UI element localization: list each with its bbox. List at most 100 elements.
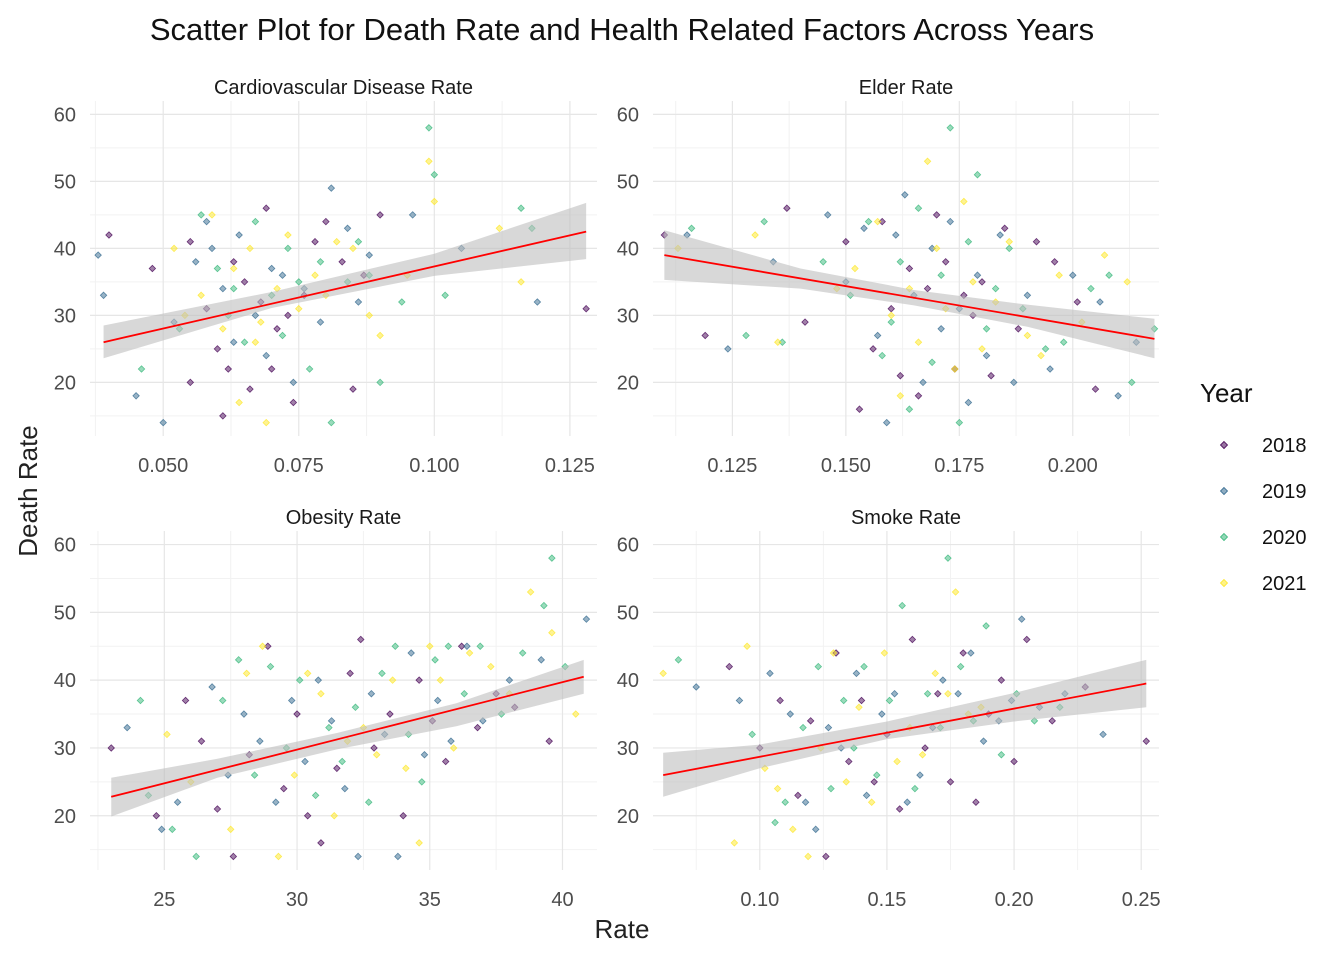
point-2018 xyxy=(822,852,830,861)
point-2021 xyxy=(804,852,812,861)
point-2018 xyxy=(356,635,365,644)
point-2018 xyxy=(934,689,942,698)
point-2020 xyxy=(284,244,292,253)
point-2018 xyxy=(1142,737,1151,745)
point-2021 xyxy=(487,662,495,671)
point-2019 xyxy=(973,271,982,279)
point-2019 xyxy=(824,723,833,732)
point-2020 xyxy=(192,852,200,861)
point-2018 xyxy=(262,204,270,212)
point-2021 xyxy=(1100,251,1109,259)
point-2019 xyxy=(860,224,868,233)
point-2020 xyxy=(742,331,750,340)
panel-3: 20 30 40 50 60 25 30 35 40 Obesity Rate xyxy=(54,507,597,911)
point-2019 xyxy=(537,656,546,664)
confidence-band xyxy=(103,202,587,359)
point-2019 xyxy=(394,852,402,861)
point-2020 xyxy=(197,211,205,219)
point-2018 xyxy=(921,744,929,752)
point-2020 xyxy=(674,656,683,664)
panel-2: 20 30 40 50 60 0.125 0.150 0.175 0.200 Elder Rate xyxy=(617,77,1159,477)
point-2021 xyxy=(208,211,216,219)
point-2020 xyxy=(425,124,433,132)
point-2020 xyxy=(944,554,952,562)
point-2021 xyxy=(1055,271,1063,279)
point-2018 xyxy=(582,304,590,313)
point-2019 xyxy=(735,696,744,705)
x-tick-label: 0.20 xyxy=(995,889,1034,911)
point-2020 xyxy=(955,418,964,427)
point-2018 xyxy=(895,805,904,813)
point-2020 xyxy=(923,689,932,698)
confidence-band xyxy=(664,230,1155,359)
point-2019 xyxy=(1023,291,1032,300)
legend-label-2019: 2019 xyxy=(1262,481,1307,503)
point-2018 xyxy=(181,696,190,705)
point-2019 xyxy=(1046,365,1054,373)
x-tick-label: 0.100 xyxy=(409,455,459,477)
point-2021 xyxy=(951,588,960,596)
point-2019 xyxy=(191,258,200,266)
point-2021 xyxy=(330,811,338,820)
point-2020 xyxy=(878,351,886,360)
point-2020 xyxy=(687,224,696,233)
y-tick-label: 50 xyxy=(617,602,639,624)
point-2018 xyxy=(473,723,482,732)
point-2018 xyxy=(923,284,932,293)
point-2019 xyxy=(262,351,270,360)
point-2021 xyxy=(235,398,243,407)
point-2019 xyxy=(407,649,415,657)
point-2020 xyxy=(887,318,896,326)
point-2020 xyxy=(250,771,259,779)
point-2020 xyxy=(781,798,789,806)
point-2019 xyxy=(272,798,280,806)
point-2021 xyxy=(789,825,797,834)
point-2019 xyxy=(202,217,211,226)
point-2021 xyxy=(170,244,178,253)
point-2021 xyxy=(571,710,580,718)
point-2018 xyxy=(946,778,955,786)
point-2019 xyxy=(208,683,216,691)
point-2021 xyxy=(1023,331,1032,340)
trend-line xyxy=(111,675,584,798)
point-2021 xyxy=(449,744,458,752)
point-2021 xyxy=(465,649,474,657)
point-2020 xyxy=(914,204,923,212)
point-2019 xyxy=(208,244,216,253)
point-2021 xyxy=(548,628,556,637)
point-2018 xyxy=(1032,237,1041,246)
point-2020 xyxy=(430,170,439,179)
point-2018 xyxy=(1000,224,1009,233)
point-2019 xyxy=(801,798,810,806)
point-2021 xyxy=(1037,351,1045,360)
point-2020 xyxy=(266,662,275,671)
facet-panels: 20 30 40 50 60 0.050 0.075 0.100 0.125 Cardiovasc… xyxy=(54,77,1161,911)
point-2018 xyxy=(987,371,995,380)
point-2021 xyxy=(951,365,959,373)
point-2019 xyxy=(964,398,973,407)
point-2020 xyxy=(418,778,426,786)
point-2019 xyxy=(173,798,182,806)
point-2021 xyxy=(163,730,171,739)
point-2018 xyxy=(842,237,850,246)
point-2018 xyxy=(972,798,980,806)
point-2020 xyxy=(295,676,304,684)
point-2018 xyxy=(152,811,161,820)
point-2019 xyxy=(367,689,376,698)
point-2020 xyxy=(872,771,881,779)
point-2019 xyxy=(327,717,336,725)
point-2021 xyxy=(219,325,227,333)
point-2020 xyxy=(896,258,905,266)
point-2021 xyxy=(349,244,357,253)
point-2019 xyxy=(301,757,309,766)
point-2021 xyxy=(284,231,292,239)
point-2021 xyxy=(1005,237,1014,246)
x-tick-label: 0.125 xyxy=(545,455,595,477)
point-2020 xyxy=(911,784,919,793)
point-2020 xyxy=(460,689,469,698)
point-2021 xyxy=(402,764,410,773)
y-tick-label: 40 xyxy=(617,670,639,692)
point-2019 xyxy=(354,298,363,306)
point-2021 xyxy=(969,278,977,286)
